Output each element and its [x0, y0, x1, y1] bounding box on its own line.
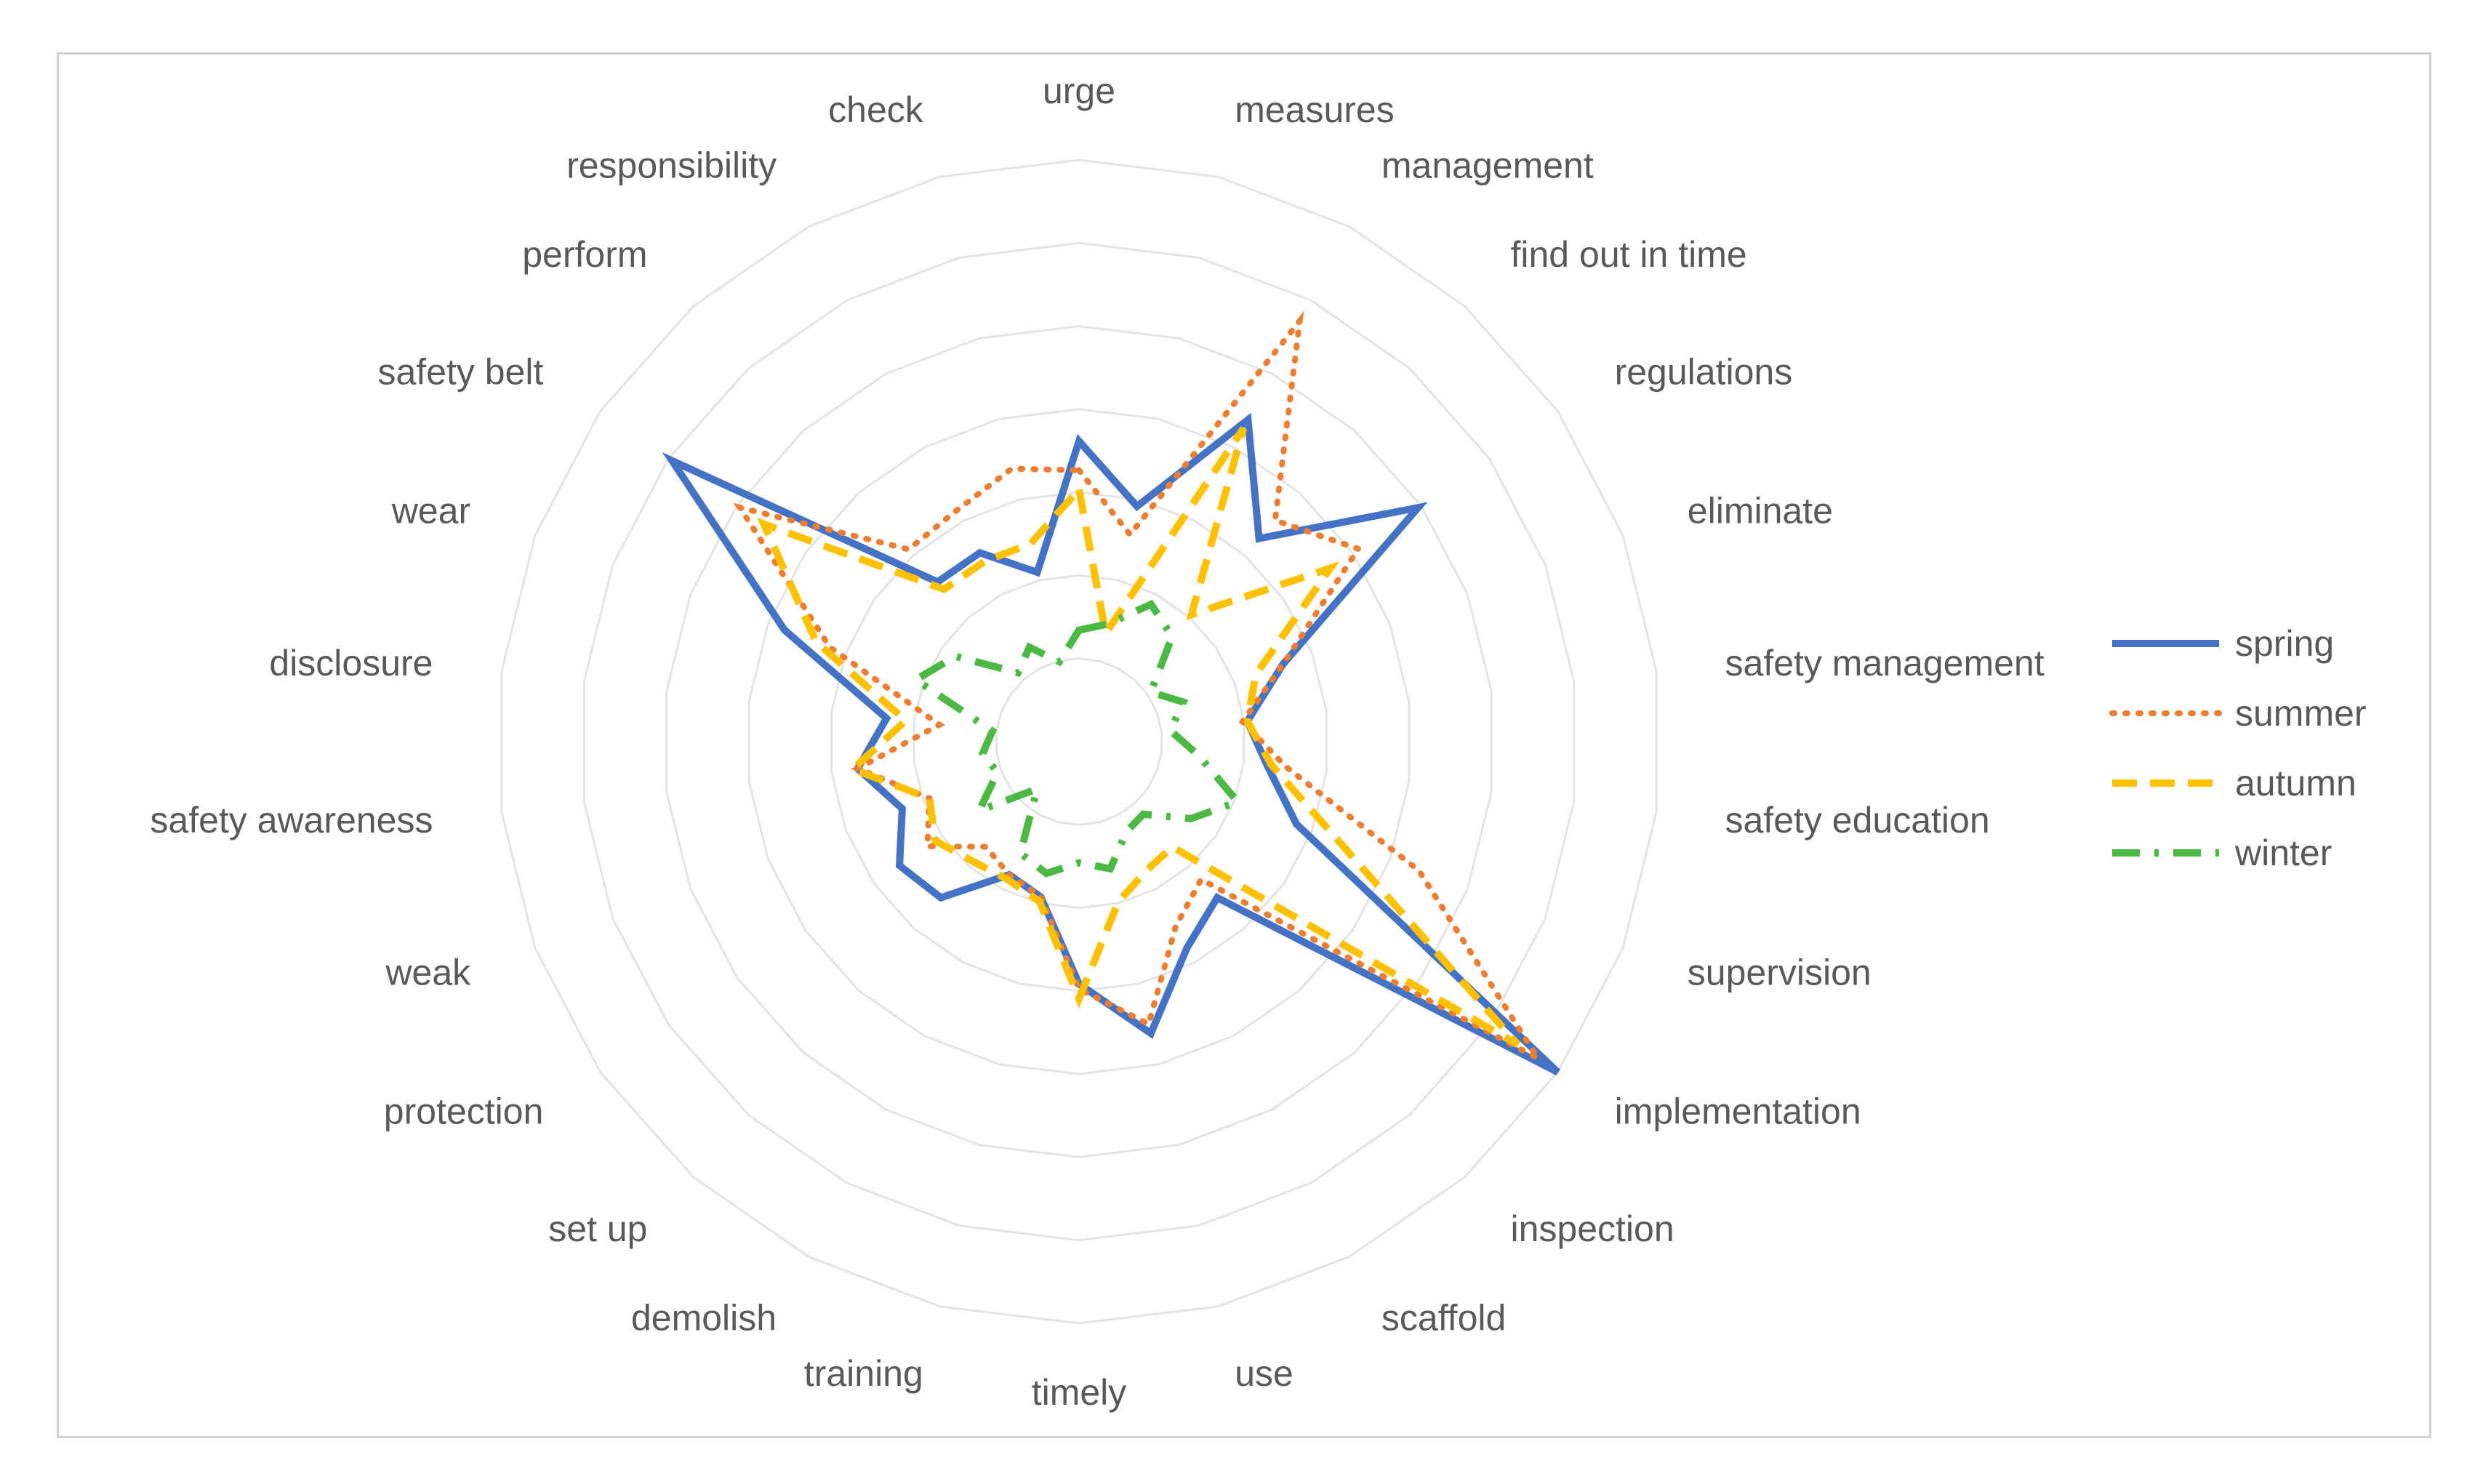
axis-label: urge — [1043, 71, 1115, 111]
axis-label: set up — [548, 1208, 647, 1249]
axis-label: disclosure — [269, 643, 433, 683]
axis-labels: urge measures management find out in time re… — [150, 71, 2044, 1413]
axis-label: implementation — [1615, 1091, 1861, 1131]
series-line-winter — [909, 599, 1244, 878]
grid-ring — [912, 574, 1245, 910]
axis-label: inspection — [1511, 1208, 1674, 1249]
axis-label: demolish — [631, 1298, 777, 1339]
series-line-autumn — [757, 426, 1521, 1048]
axis-label: protection — [384, 1091, 544, 1131]
axis-label: safety education — [1725, 800, 1990, 841]
axis-label: wear — [391, 491, 470, 532]
legend-label-winter: winter — [2234, 833, 2332, 873]
axis-label: use — [1235, 1353, 1293, 1394]
series-line-spring — [662, 412, 1560, 1075]
axis-label: training — [804, 1353, 923, 1394]
axis-label: safety awareness — [150, 800, 433, 841]
radar-grid — [500, 159, 1658, 1325]
grid-ring — [995, 657, 1163, 826]
legend-label-summer: summer — [2235, 693, 2367, 734]
axis-label: perform — [522, 234, 647, 275]
axis-label: safety management — [1725, 643, 2045, 683]
axis-label: weak — [385, 952, 471, 992]
grid-ring — [747, 408, 1411, 1075]
axis-label: timely — [1032, 1372, 1127, 1413]
axis-label: responsibility — [566, 145, 777, 186]
axis-label: eliminate — [1688, 491, 1833, 532]
series-line-summer — [733, 310, 1547, 1067]
axis-label: safety belt — [377, 352, 543, 393]
axis-label: find out in time — [1511, 234, 1747, 275]
axis-label: scaffold — [1381, 1298, 1506, 1339]
axis-label: management — [1381, 145, 1594, 186]
axis-label: measures — [1235, 89, 1395, 130]
grid-ring — [582, 241, 1576, 1242]
axis-label: regulations — [1615, 352, 1793, 393]
legend: spring summer autumn winter — [2109, 623, 2367, 873]
legend-label-spring: spring — [2235, 623, 2334, 664]
axis-label: check — [828, 89, 924, 130]
radar-series — [662, 310, 1560, 1075]
axis-label: supervision — [1688, 952, 1872, 992]
legend-label-autumn: autumn — [2235, 763, 2356, 803]
grid-ring — [500, 159, 1658, 1325]
